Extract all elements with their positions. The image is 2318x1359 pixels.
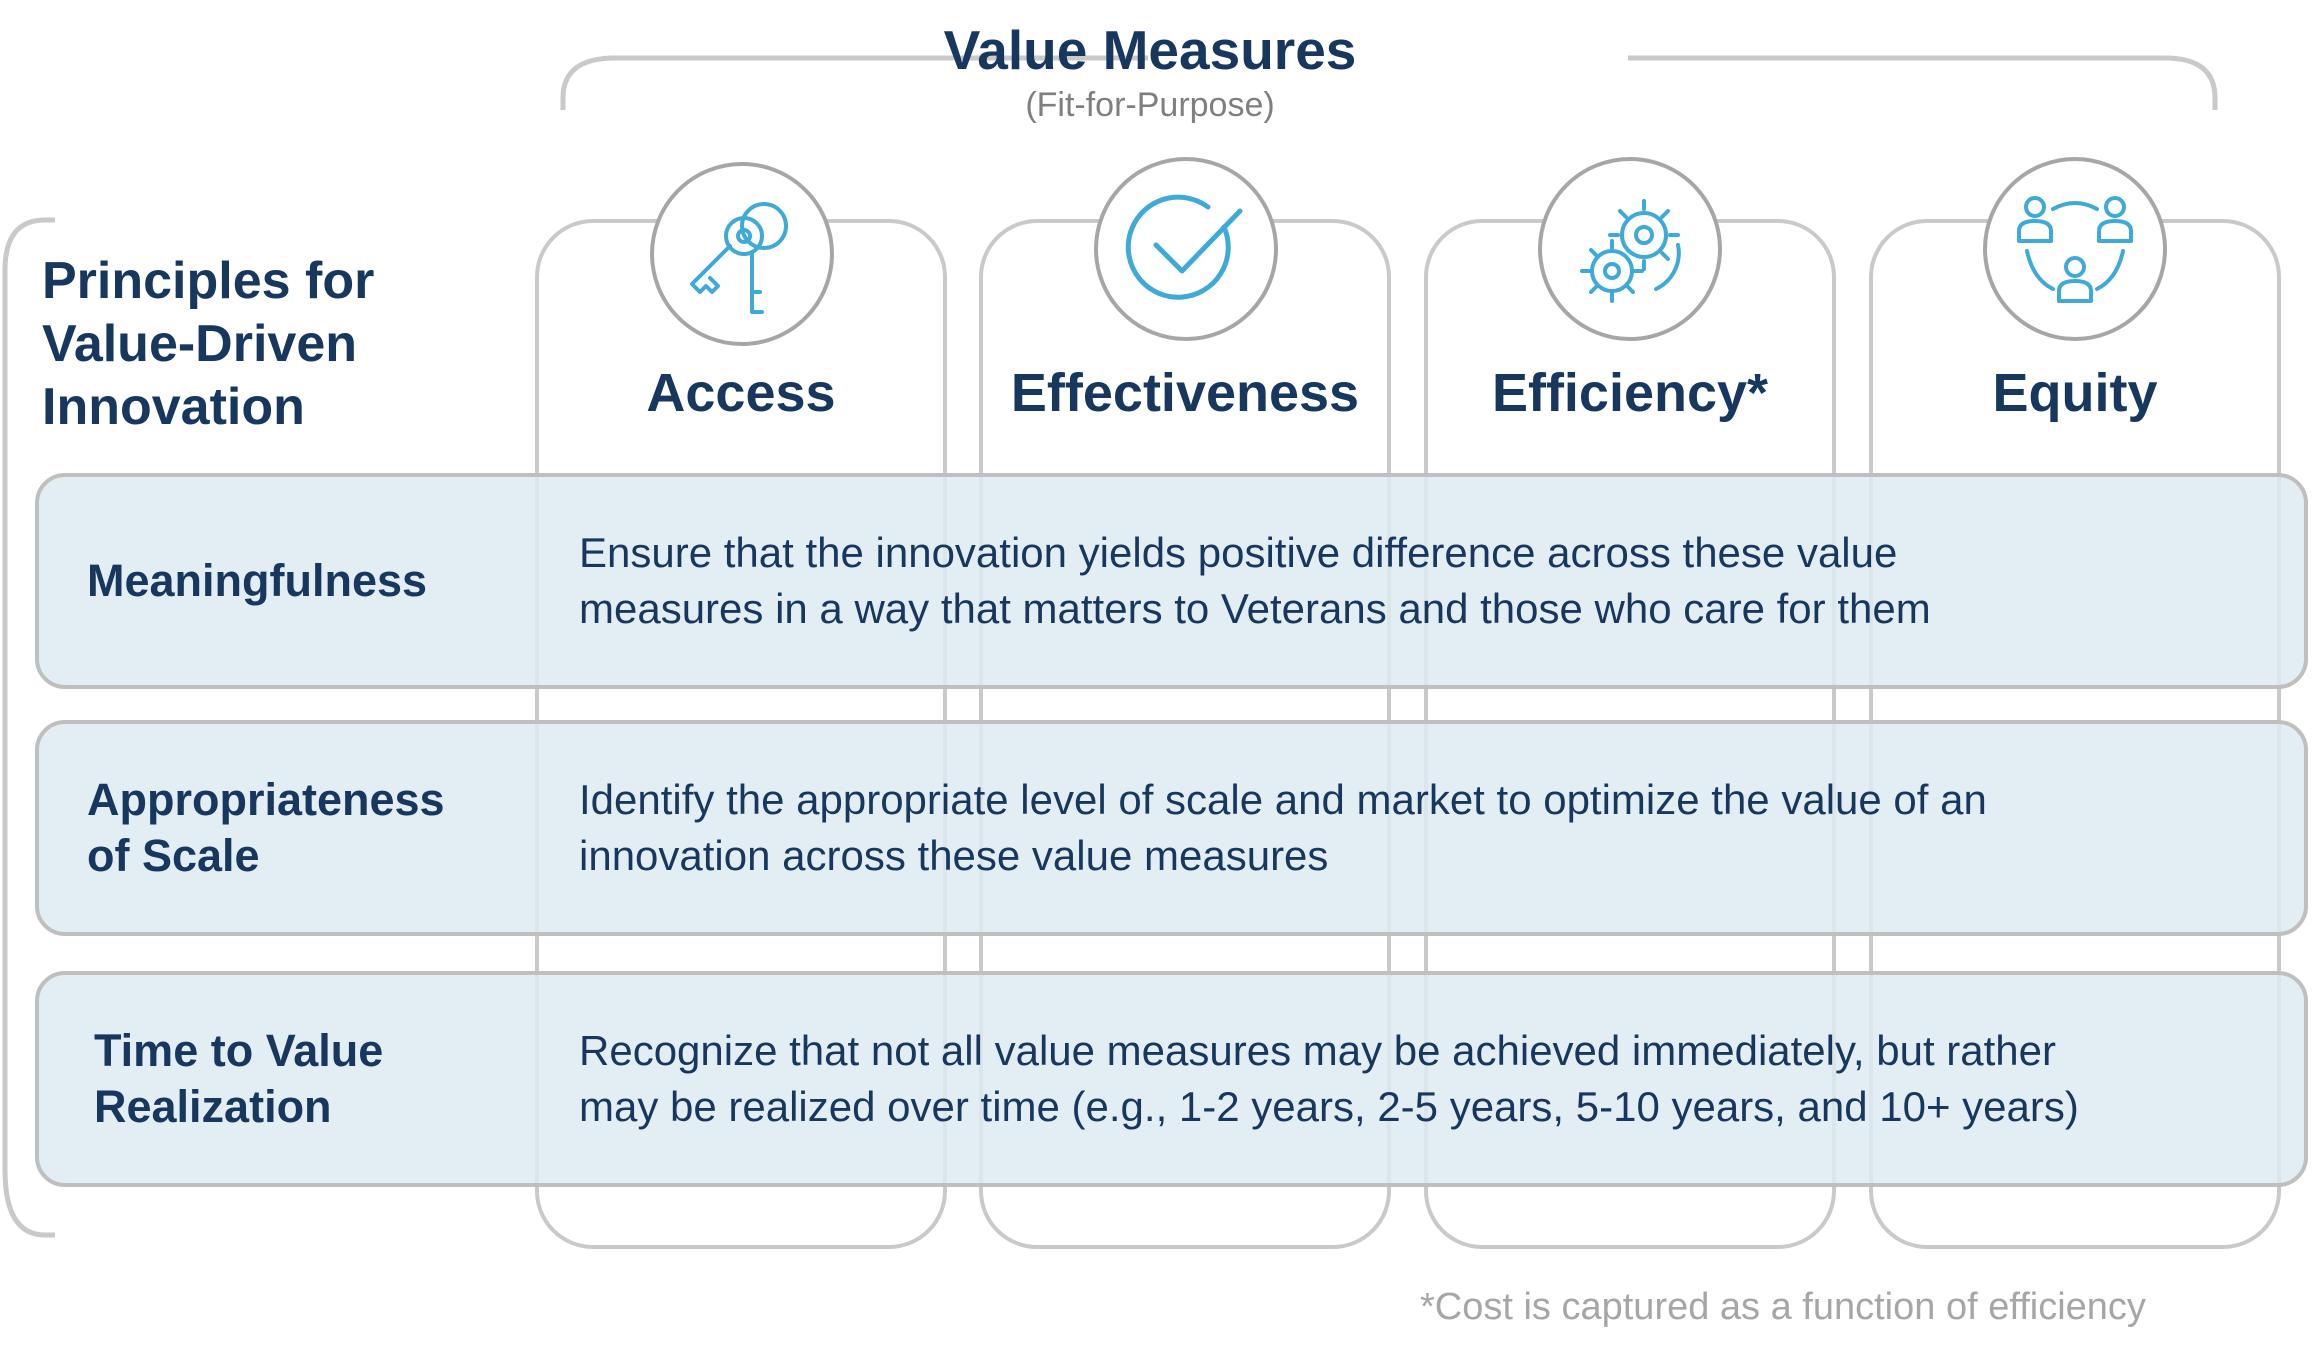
value-measures-bracket [560, 55, 2218, 110]
principle-description: Ensure that the innovation yields positi… [579, 529, 1931, 632]
value-measures-title: Value Measures [943, 19, 1357, 81]
people-network-icon [1983, 157, 2167, 341]
column-label-effectiveness: Effectiveness [1010, 363, 1360, 423]
column-label-access: Access [646, 363, 836, 423]
footnote: *Cost is captured as a function of effic… [1420, 1286, 2146, 1328]
column-label-equity: Equity [1992, 363, 2158, 423]
principle-label: Appropriateness of Scale [87, 774, 445, 881]
principle-row-meaningfulness: Meaningfulness Ensure that the innovatio… [35, 473, 2308, 689]
principles-title: Principles for Value-Driven Innovation [42, 252, 375, 436]
principle-row-time-to-value: Time to Value Realization Recognize that… [35, 971, 2308, 1187]
principle-label: Time to Value Realization [94, 1025, 384, 1132]
value-measures-subtitle: (Fit-for-Purpose) [1025, 86, 1275, 124]
principle-description: Identify the appropriate level of scale … [579, 776, 1987, 879]
principle-label: Meaningfulness [87, 555, 428, 606]
principles-bracket [2, 217, 55, 1238]
principle-description: Recognize that not all value measures ma… [579, 1027, 2079, 1130]
checkmark-icon [1094, 157, 1278, 341]
principle-row-scale: Appropriateness of Scale Identify the ap… [35, 720, 2308, 936]
column-label-efficiency: Efficiency* [1491, 363, 1769, 423]
gears-icon [1538, 157, 1722, 341]
key-icon [650, 162, 834, 346]
